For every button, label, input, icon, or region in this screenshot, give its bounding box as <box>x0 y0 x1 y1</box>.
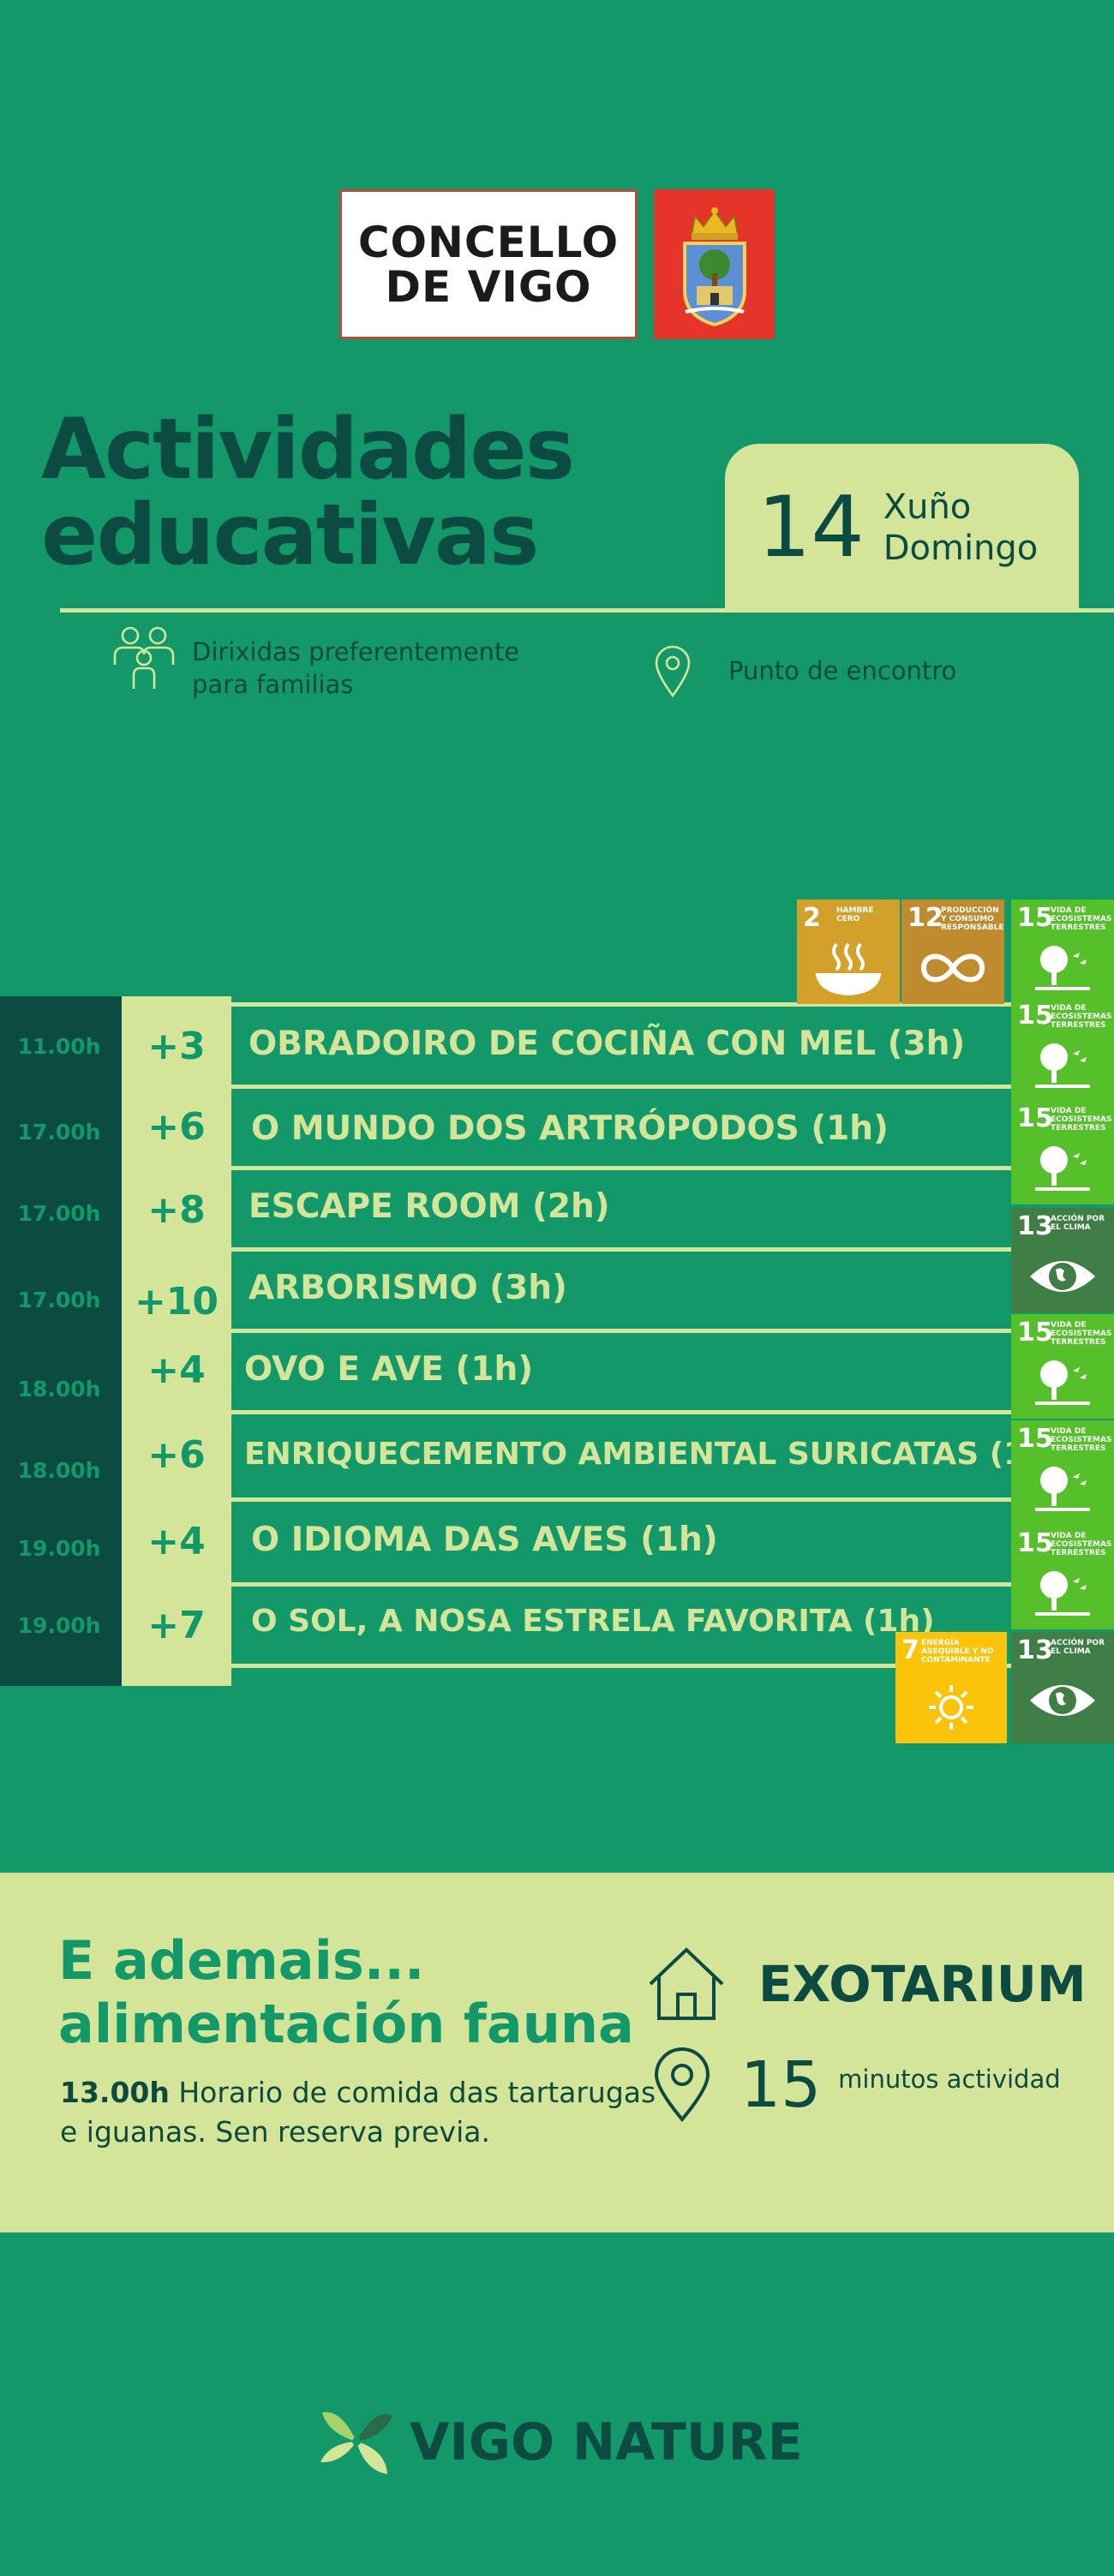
meeting-text: Punto de encontro <box>728 656 957 685</box>
row-divider <box>231 1410 1011 1414</box>
activity-time: 17.00h <box>17 1201 101 1226</box>
schedule-age-column <box>122 996 231 1686</box>
title-divider <box>60 608 1114 613</box>
activity-age: +4 <box>147 1520 206 1563</box>
tree-icon <box>1035 946 1090 990</box>
activity-age: +6 <box>147 1433 206 1477</box>
tree-icon <box>1035 1467 1090 1511</box>
vigo-nature-logo: VIGO NATURE <box>315 2404 803 2481</box>
row-divider <box>231 1085 1011 1089</box>
activity-time: 18.00h <box>17 1458 101 1483</box>
sdg-7-energy-tile: 7 ENERGÍA ASEQUIBLE Y NO CONTAMINANTE <box>895 1632 1007 1743</box>
feeding-text: Horario de comida das tartarugas e iguan… <box>60 2076 656 2149</box>
feeding-title: E ademais... alimentación fauna <box>58 1929 658 2056</box>
vigo-nature-leaf-icon <box>320 2412 392 2474</box>
sdg-15-land-tile: 15 VIDA DE ECOSISTEMAS TERRESTRES <box>1011 900 1114 1004</box>
activity-title: O MUNDO DOS ARTRÓPODOS (1h) <box>251 1109 889 1148</box>
logo-line-1: CONCELLO <box>357 217 620 267</box>
feeding-time: 13.00h <box>60 2076 170 2109</box>
sdg-15-land-tile: 15 VIDA DE ECOSISTEMAS TERRESTRES <box>1011 1100 1114 1204</box>
row-divider <box>231 1002 1011 1007</box>
audience-info: Dirixidas preferentemente para familias <box>111 625 552 701</box>
activity-title: O IDIOMA DAS AVES (1h) <box>251 1521 718 1559</box>
tree-icon <box>1035 1146 1090 1191</box>
feeding-section <box>0 1873 1114 2232</box>
sdg-12-consumption-tile: 12 PRODUCCIÓN Y CONSUMO RESPONSABLES <box>901 900 1004 1004</box>
tree-icon <box>1035 1043 1090 1088</box>
location-pin-icon <box>655 645 691 697</box>
house-icon <box>649 1947 724 2020</box>
row-divider <box>231 1497 1011 1502</box>
sdg-15-land-tile: 15 VIDA DE ECOSISTEMAS TERRESTRES <box>1011 1314 1114 1419</box>
feeding-title-line-2: alimentación fauna <box>58 1993 634 2055</box>
vigo-crest-icon <box>654 189 775 339</box>
date-badge: 14 Xuño Domingo <box>725 444 1079 612</box>
concello-logo: CONCELLO DE VIGO <box>339 189 638 339</box>
activity-title: ENRIQUECEMENTO AMBIENTAL SURICATAS (1h) <box>244 1437 1062 1472</box>
activity-time: 11.00h <box>17 1034 101 1059</box>
row-divider <box>231 1329 1011 1333</box>
exotarium-name: EXOTARIUM <box>758 1955 1087 2013</box>
tree-icon <box>1035 1571 1090 1616</box>
feeding-title-line-1: E ademais... <box>58 1929 425 1992</box>
activity-time: 17.00h <box>17 1288 101 1312</box>
feeding-description: 13.00h Horario de comida das tartarugas … <box>60 2073 677 2152</box>
title-line-1: Actividades <box>41 401 575 499</box>
page-title: Actividades educativas <box>41 407 692 578</box>
activity-time: 18.00h <box>17 1377 101 1402</box>
tree-icon <box>1035 1360 1090 1405</box>
activity-title: OVO E AVE (1h) <box>244 1350 534 1389</box>
activity-age: +3 <box>147 1025 206 1068</box>
bowl-icon <box>815 942 882 995</box>
row-divider <box>231 1247 1011 1252</box>
logo-line-2: DE VIGO <box>385 261 592 312</box>
exotarium-location: EXOTARIUM <box>647 1946 1087 2022</box>
activity-age: +6 <box>147 1105 206 1149</box>
row-divider <box>231 1582 1011 1587</box>
vigo-nature-name: VIGO NATURE <box>410 2412 803 2472</box>
row-divider <box>231 1664 1011 1668</box>
duration-info: 15 minutos actividad <box>653 2047 1061 2123</box>
sdg-15-land-tile: 15 VIDA DE ECOSISTEMAS TERRESTRES <box>1011 1525 1114 1629</box>
activity-age: +10 <box>134 1280 219 1324</box>
activity-title: ARBORISMO (3h) <box>249 1269 567 1307</box>
activity-title: O SOL, A NOSA ESTRELA FAVORITA (1h) <box>251 1604 935 1639</box>
schedule-time-column <box>0 996 122 1686</box>
sdg-13-climate-tile: 13 ACCIÓN POR EL CLIMA <box>1011 1632 1114 1743</box>
activity-title: OBRADOIRO DE COCIÑA CON MEL (3h) <box>249 1025 966 1063</box>
sdg-2-hunger-tile: 2 HAMBRE CERO <box>797 900 900 1004</box>
sdg-15-land-tile: 15 VIDA DE ECOSISTEMAS TERRESTRES <box>1011 1420 1114 1525</box>
activity-time: 17.00h <box>17 1120 101 1145</box>
sdg-13-climate-tile: 13 ACCIÓN POR EL CLIMA <box>1011 1208 1114 1312</box>
activity-age: +4 <box>147 1348 206 1392</box>
date-month: Xuño <box>883 487 972 527</box>
eye-globe-icon <box>1030 1261 1095 1292</box>
duration-label: minutos actividad <box>838 2065 1061 2094</box>
title-line-2: educativas <box>41 487 539 584</box>
row-divider <box>231 1166 1011 1170</box>
eye-globe-icon <box>1030 1685 1095 1716</box>
activity-age: +8 <box>147 1188 206 1232</box>
activity-time: 19.00h <box>17 1613 101 1638</box>
date-text: Xuño Domingo <box>883 487 1039 569</box>
activity-title: ESCAPE ROOM (2h) <box>249 1187 610 1226</box>
date-day: 14 <box>758 479 865 577</box>
sun-icon <box>929 1685 973 1730</box>
audience-text: Dirixidas preferentemente para familias <box>192 637 520 699</box>
meeting-info: Punto de encontro <box>653 644 956 697</box>
family-icon <box>113 626 175 689</box>
activity-age: +7 <box>147 1604 206 1647</box>
location-pin-icon <box>654 2047 710 2123</box>
date-weekday: Domingo <box>883 529 1039 568</box>
activity-time: 19.00h <box>17 1536 101 1561</box>
duration-number: 15 <box>740 2048 822 2122</box>
sdg-15-land-tile: 15 VIDA DE ECOSISTEMAS TERRESTRES <box>1011 997 1114 1102</box>
infinity-icon <box>920 953 985 983</box>
